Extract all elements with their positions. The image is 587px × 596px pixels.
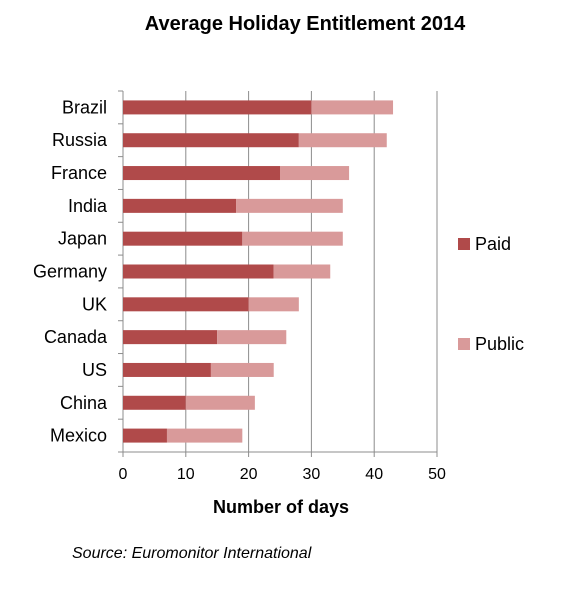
x-tick-label: 30 bbox=[303, 466, 321, 483]
category-label: India bbox=[68, 196, 108, 216]
bar-paid-japan bbox=[123, 231, 243, 246]
x-axis-label: Number of days bbox=[213, 497, 349, 517]
legend-swatch-paid bbox=[458, 238, 470, 250]
bar-public-mexico bbox=[166, 428, 243, 443]
bar-paid-russia bbox=[123, 133, 299, 148]
category-label: Mexico bbox=[50, 426, 107, 446]
bar-paid-mexico bbox=[123, 428, 167, 443]
bar-public-japan bbox=[242, 231, 343, 246]
bar-public-brazil bbox=[311, 100, 394, 115]
bar-paid-canada bbox=[123, 330, 218, 345]
bar-paid-india bbox=[123, 198, 237, 213]
bar-public-india bbox=[236, 198, 343, 213]
category-label: Brazil bbox=[62, 97, 107, 117]
legend-label-public: Public bbox=[475, 334, 524, 354]
category-label: Germany bbox=[33, 262, 107, 282]
legend-label-paid: Paid bbox=[475, 234, 511, 254]
bar-paid-china bbox=[123, 395, 186, 410]
bar-paid-us bbox=[123, 362, 211, 377]
legend: Paid Public bbox=[458, 234, 524, 354]
bar-public-russia bbox=[298, 133, 387, 148]
bars bbox=[123, 100, 394, 443]
x-tick-label: 10 bbox=[177, 466, 195, 483]
x-tick-label: 50 bbox=[428, 466, 446, 483]
category-labels: Brazil Russia France India Japan Germany UK Can… bbox=[33, 97, 108, 445]
category-label: China bbox=[60, 393, 108, 413]
source-note: Source: Euromonitor International bbox=[72, 545, 312, 562]
bar-public-us bbox=[210, 362, 274, 377]
bar-public-france bbox=[280, 166, 350, 181]
bar-public-canada bbox=[217, 330, 287, 345]
bar-paid-france bbox=[123, 166, 280, 181]
bar-public-uk bbox=[248, 297, 299, 312]
x-tick-label: 20 bbox=[240, 466, 258, 483]
category-label: Canada bbox=[44, 327, 108, 347]
x-tick-labels: 0 10 20 30 40 50 bbox=[119, 466, 446, 483]
category-label: UK bbox=[82, 294, 107, 314]
bar-paid-germany bbox=[123, 264, 274, 279]
bar-public-china bbox=[185, 395, 255, 410]
x-tick-label: 40 bbox=[365, 466, 383, 483]
category-label: Russia bbox=[52, 130, 108, 150]
bar-public-germany bbox=[273, 264, 331, 279]
category-label: Japan bbox=[58, 229, 107, 249]
legend-swatch-public bbox=[458, 338, 470, 350]
bar-paid-uk bbox=[123, 297, 249, 312]
bar-paid-brazil bbox=[123, 100, 312, 115]
category-label: US bbox=[82, 360, 107, 380]
x-tick-label: 0 bbox=[119, 466, 128, 483]
category-label: France bbox=[51, 163, 107, 183]
chart-title: Average Holiday Entitlement 2014 bbox=[145, 13, 466, 35]
